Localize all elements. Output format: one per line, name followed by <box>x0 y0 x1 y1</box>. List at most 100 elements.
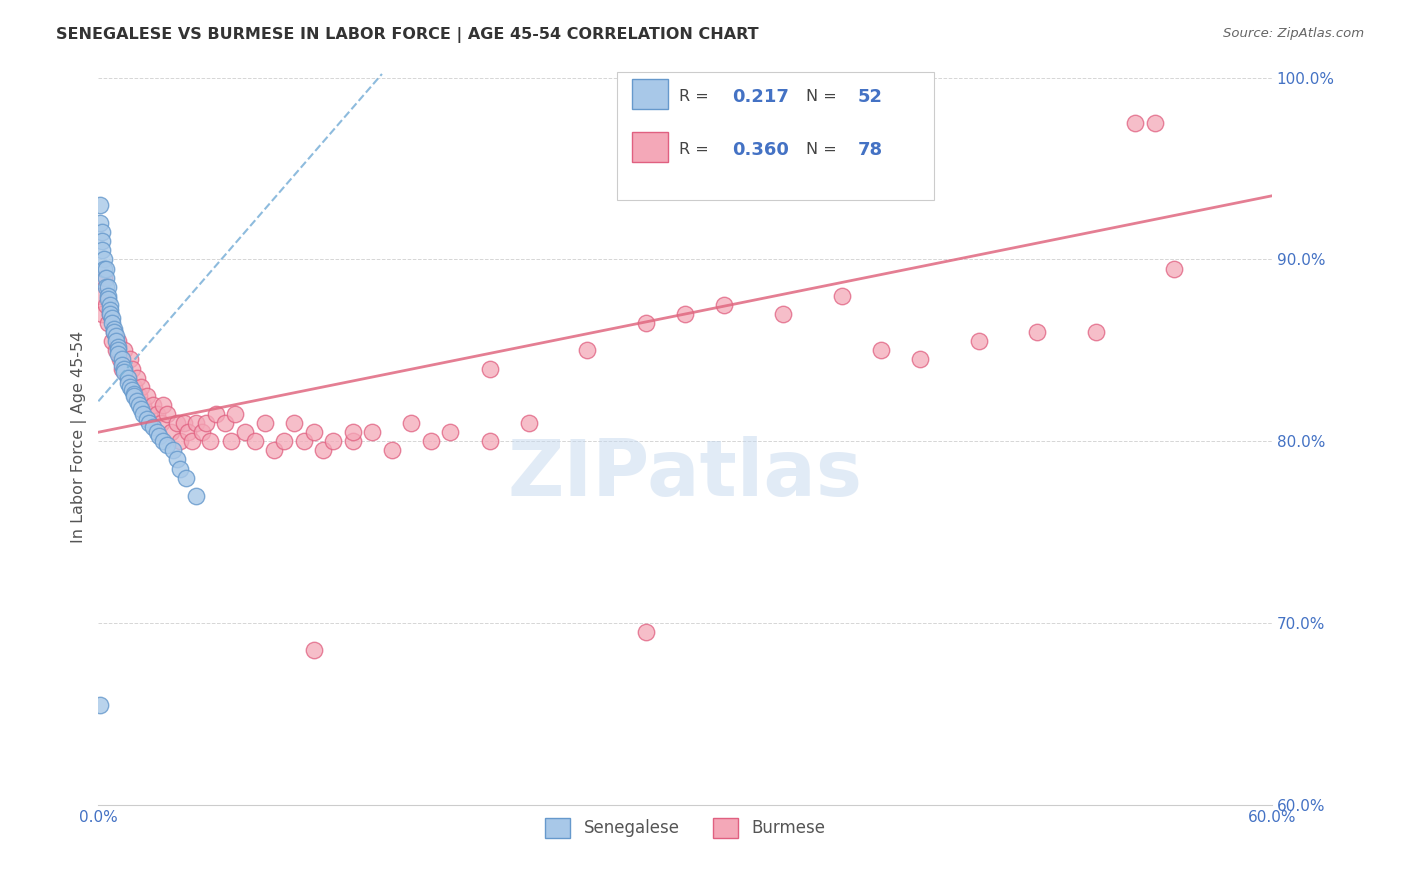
Point <box>127 370 149 384</box>
Point <box>121 384 143 398</box>
Point <box>136 412 159 426</box>
Text: ZIPatlas: ZIPatlas <box>508 435 863 512</box>
Point <box>214 416 236 430</box>
Text: 52: 52 <box>858 87 883 105</box>
Point <box>263 443 285 458</box>
Point <box>419 434 441 449</box>
Point <box>117 370 139 384</box>
Legend: Senegalese, Burmese: Senegalese, Burmese <box>538 811 832 845</box>
Point <box>142 419 165 434</box>
Point <box>98 307 121 321</box>
Point <box>132 398 155 412</box>
Point <box>122 387 145 401</box>
Point <box>967 334 990 349</box>
Point <box>292 434 315 449</box>
Point <box>111 352 134 367</box>
Point <box>138 416 160 430</box>
Point <box>1123 116 1146 130</box>
Text: SENEGALESE VS BURMESE IN LABOR FORCE | AGE 45-54 CORRELATION CHART: SENEGALESE VS BURMESE IN LABOR FORCE | A… <box>56 27 759 43</box>
Point <box>194 416 217 430</box>
Point <box>117 370 139 384</box>
Point <box>673 307 696 321</box>
Point <box>713 298 735 312</box>
FancyBboxPatch shape <box>633 79 668 109</box>
Point <box>108 352 131 367</box>
Point <box>138 407 160 421</box>
Point <box>93 270 115 285</box>
Point <box>576 343 599 358</box>
Point <box>112 343 135 358</box>
Point <box>103 325 125 339</box>
Point <box>107 343 129 358</box>
Point <box>91 244 114 258</box>
Point <box>118 380 141 394</box>
Point <box>122 380 145 394</box>
Point <box>127 394 149 409</box>
Point <box>97 293 120 307</box>
Point <box>131 401 153 416</box>
Point <box>107 334 129 349</box>
Point <box>96 261 118 276</box>
Point <box>517 416 540 430</box>
Point <box>103 321 125 335</box>
Point <box>142 398 165 412</box>
Text: N =: N = <box>806 142 837 157</box>
Point <box>97 289 120 303</box>
Point <box>111 361 134 376</box>
Point <box>152 434 174 449</box>
Text: N =: N = <box>806 89 837 104</box>
Point <box>104 343 127 358</box>
Point <box>831 289 853 303</box>
Point <box>1163 261 1185 276</box>
Point <box>96 270 118 285</box>
Point <box>111 358 134 372</box>
Point <box>146 407 169 421</box>
Point <box>112 361 135 376</box>
Point <box>107 340 129 354</box>
Point <box>401 416 423 430</box>
Point <box>112 365 135 379</box>
Point <box>93 261 115 276</box>
Point <box>169 461 191 475</box>
Point <box>156 438 179 452</box>
Point <box>322 434 344 449</box>
Text: 78: 78 <box>858 141 883 159</box>
Point <box>173 416 195 430</box>
Point <box>97 316 120 330</box>
Point <box>118 352 141 367</box>
Point <box>98 307 121 321</box>
Point <box>152 398 174 412</box>
Point <box>96 298 118 312</box>
Point <box>342 434 364 449</box>
Point <box>159 425 181 440</box>
Point <box>91 225 114 239</box>
Point <box>302 643 325 657</box>
Point <box>121 361 143 376</box>
Point <box>104 329 127 343</box>
Point <box>186 489 208 503</box>
Point <box>243 434 266 449</box>
Point <box>361 425 384 440</box>
Point <box>146 425 169 440</box>
Point <box>381 443 404 458</box>
Point <box>96 279 118 293</box>
Point <box>166 416 188 430</box>
Point <box>224 407 246 421</box>
Point <box>634 625 657 640</box>
Point <box>1084 325 1107 339</box>
Point <box>166 452 188 467</box>
Point <box>204 407 226 421</box>
Point <box>253 416 276 430</box>
Point <box>132 407 155 421</box>
Point <box>101 334 124 349</box>
Point <box>1026 325 1049 339</box>
Point <box>89 289 111 303</box>
Point <box>191 425 214 440</box>
Point <box>772 307 794 321</box>
Point <box>107 347 129 361</box>
Point <box>131 380 153 394</box>
Point <box>98 303 121 318</box>
Point <box>342 425 364 440</box>
Point <box>312 443 335 458</box>
Point <box>283 416 305 430</box>
